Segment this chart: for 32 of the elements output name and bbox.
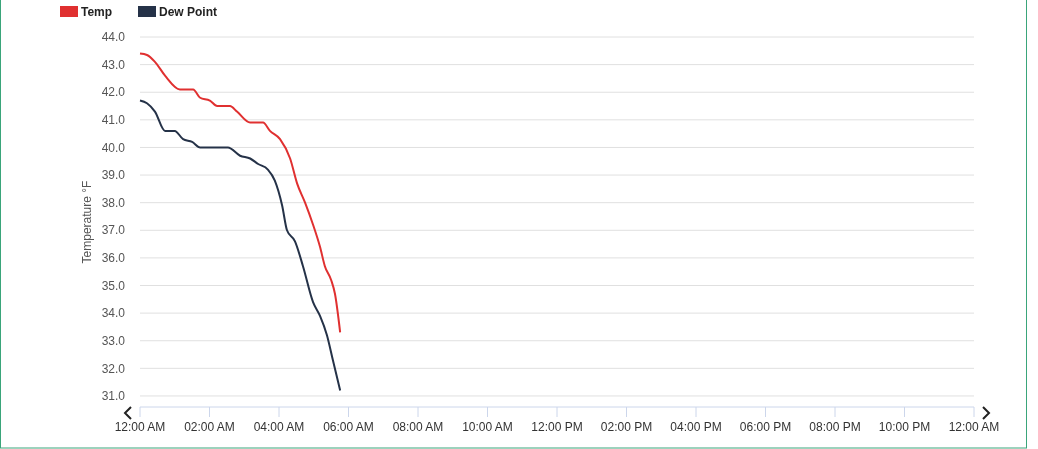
y-tick-label: 33.0: [101, 333, 126, 348]
x-tick-label: 10:00 AM: [462, 420, 513, 434]
x-tick-label: 12:00 AM: [948, 420, 1000, 434]
x-tick-label: 08:00 AM: [392, 420, 444, 434]
x-tick-label: 02:00 PM: [600, 420, 653, 434]
x-tick-label: 12:00 AM: [114, 420, 166, 434]
y-tick-label: 36.0: [101, 251, 126, 266]
x-tick-label: 08:00 PM: [809, 420, 861, 434]
x-tick-label: 06:00 PM: [739, 420, 792, 434]
x-tick-label: 02:00 AM: [184, 420, 235, 434]
y-tick-label: 41.0: [101, 113, 126, 128]
x-tick-label: 06:00 AM: [323, 420, 374, 434]
y-tick-label: 35.0: [101, 278, 126, 293]
y-tick-label: 43.0: [101, 57, 126, 72]
y-tick-label: 44.0: [101, 30, 126, 45]
y-tick-label: 32.0: [101, 361, 126, 376]
x-tick-label: 04:00 AM: [253, 420, 305, 434]
y-tick-label: 31.0: [101, 389, 126, 404]
x-tick-label: 04:00 PM: [670, 420, 722, 434]
legend-label: Dew Point: [159, 5, 218, 19]
y-tick-label: 34.0: [101, 306, 126, 321]
y-tick-label: 37.0: [101, 223, 126, 238]
y-tick-label: 38.0: [101, 195, 126, 210]
y-tick-label: 42.0: [101, 85, 126, 100]
line-series: [139, 52, 342, 334]
y-axis-title: Temperature °F: [80, 180, 94, 264]
y-tick-label: 39.0: [101, 168, 126, 183]
line-series: [139, 99, 342, 392]
x-tick-label: 10:00 PM: [878, 420, 931, 434]
legend-label: Temp: [81, 5, 113, 19]
x-tick-label: 12:00 PM: [531, 420, 583, 434]
y-tick-label: 40.0: [101, 140, 126, 155]
